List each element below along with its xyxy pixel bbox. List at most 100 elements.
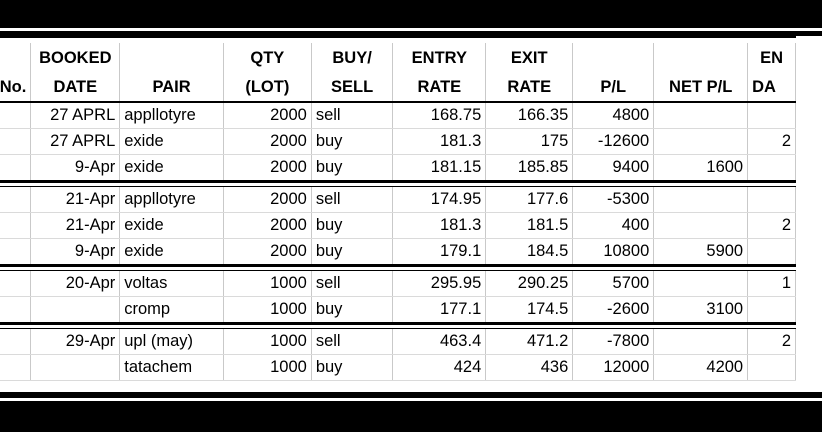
cell-extra: 2 xyxy=(747,128,796,155)
cell-extra xyxy=(747,102,796,129)
column-header: DATE xyxy=(30,73,121,103)
cell-pair: exide xyxy=(119,154,224,182)
cell-side: sell xyxy=(311,328,394,355)
group-separator xyxy=(0,322,796,329)
top-border xyxy=(0,36,796,43)
header-row-top: BOOKED QTY BUY/ENTRY EXIT EN xyxy=(0,43,796,73)
cell-extra xyxy=(747,238,796,266)
cell-qty: 2000 xyxy=(223,154,312,182)
cell-exit: 436 xyxy=(485,354,574,381)
cell-pl: -7800 xyxy=(572,328,655,355)
cell-side: sell xyxy=(311,186,394,213)
cell-date: 29-Apr xyxy=(30,328,121,355)
cell-pl: -5300 xyxy=(572,186,655,213)
cell-date: 20-Apr xyxy=(30,270,121,297)
column-header: DA xyxy=(747,73,796,103)
cell-side: buy xyxy=(311,238,394,266)
column-header-top xyxy=(0,43,32,73)
cell-side: buy xyxy=(311,354,394,381)
top-stripe xyxy=(0,28,822,31)
cell-no xyxy=(0,296,32,324)
cell-exit: 174.5 xyxy=(485,296,574,324)
cell-extra xyxy=(747,354,796,381)
table-row: 20-Apr voltas 1000 sell 295.95 290.25 5700 1 xyxy=(0,270,796,297)
cell-entry: 179.1 xyxy=(392,238,487,266)
cell-date: 21-Apr xyxy=(30,186,121,213)
cell-extra xyxy=(747,296,796,324)
cell-no xyxy=(0,270,32,297)
header-row-bottom: No. DATE PAIR (LOT) SELL RATE RATE P/L NET P/L DA xyxy=(0,73,796,103)
cell-pl: 4800 xyxy=(572,102,655,129)
cell-exit: 184.5 xyxy=(485,238,574,266)
cell-net xyxy=(653,102,749,129)
cell-pair: appllotyre xyxy=(119,186,224,213)
cell-pl: 400 xyxy=(572,212,655,239)
cell-qty: 2000 xyxy=(223,238,312,266)
spreadsheet: BOOKED QTY BUY/ENTRY EXIT EN No. DATE PAIR (LOT… xyxy=(0,36,822,392)
cell-qty: 2000 xyxy=(223,102,312,129)
cell-no xyxy=(0,186,32,213)
cell-entry: 177.1 xyxy=(392,296,487,324)
column-header-top xyxy=(572,43,655,73)
cell-side: buy xyxy=(311,128,394,155)
cell-date xyxy=(30,354,121,381)
cell-entry: 181.3 xyxy=(392,128,487,155)
table-row: 29-Apr upl (may) 1000 sell 463.4 471.2 -7800 2 xyxy=(0,328,796,355)
cell-no xyxy=(0,354,32,381)
cell-pair: exide xyxy=(119,128,224,155)
cell-extra xyxy=(747,186,796,213)
column-header: SELL xyxy=(311,73,394,103)
cell-pl: -12600 xyxy=(572,128,655,155)
table-row: 9-Apr exide 2000 buy 179.1 184.5 10800 5900 xyxy=(0,238,796,266)
cell-net xyxy=(653,212,749,239)
column-header-top xyxy=(653,43,749,73)
cell-net xyxy=(653,328,749,355)
table-row: 27 APRL appllotyre 2000 sell 168.75 166.35 480… xyxy=(0,102,796,129)
column-header: (LOT) xyxy=(223,73,312,103)
cell-entry: 463.4 xyxy=(392,328,487,355)
cell-side: buy xyxy=(311,212,394,239)
column-header: NET P/L xyxy=(653,73,749,103)
cell-extra: 1 xyxy=(747,270,796,297)
cell-exit: 471.2 xyxy=(485,328,574,355)
table-row: cromp 1000 buy 177.1 174.5 -2600 3100 xyxy=(0,296,796,324)
table-row: 27 APRL exide 2000 buy 181.3 175 -12600 2 xyxy=(0,128,796,155)
cell-date: 27 APRL xyxy=(30,128,121,155)
cell-pl: 5700 xyxy=(572,270,655,297)
cell-date: 27 APRL xyxy=(30,102,121,129)
cell-net: 5900 xyxy=(653,238,749,266)
cell-pair: appllotyre xyxy=(119,102,224,129)
table-row: 21-Apr exide 2000 buy 181.3 181.5 400 2 xyxy=(0,212,796,239)
cell-pair: upl (may) xyxy=(119,328,224,355)
table-row: tatachem 1000 buy 424 436 12000 4200 xyxy=(0,354,796,381)
table-body: 27 APRL appllotyre 2000 sell 168.75 166.35 480… xyxy=(0,102,796,381)
cell-net: 3100 xyxy=(653,296,749,324)
column-header-top: EN xyxy=(747,43,796,73)
cell-entry: 168.75 xyxy=(392,102,487,129)
column-header-top xyxy=(119,43,224,73)
cell-exit: 290.25 xyxy=(485,270,574,297)
group-separator xyxy=(0,264,796,271)
cell-side: buy xyxy=(311,154,394,182)
cell-pl: 10800 xyxy=(572,238,655,266)
cell-exit: 175 xyxy=(485,128,574,155)
trades-table: BOOKED QTY BUY/ENTRY EXIT EN No. DATE PAIR (LOT… xyxy=(0,36,796,381)
cell-exit: 177.6 xyxy=(485,186,574,213)
cell-qty: 2000 xyxy=(223,212,312,239)
cell-entry: 181.3 xyxy=(392,212,487,239)
cell-net: 1600 xyxy=(653,154,749,182)
column-header-top: QTY xyxy=(223,43,312,73)
cell-date: 9-Apr xyxy=(30,238,121,266)
cell-qty: 2000 xyxy=(223,128,312,155)
cell-qty: 2000 xyxy=(223,186,312,213)
column-header-top: EXIT xyxy=(485,43,574,73)
cell-exit: 185.85 xyxy=(485,154,574,182)
cell-no xyxy=(0,102,32,129)
cell-qty: 1000 xyxy=(223,296,312,324)
column-header: PAIR xyxy=(119,73,224,103)
cell-pair: tatachem xyxy=(119,354,224,381)
column-header: No. xyxy=(0,73,32,103)
column-header-top: BUY/ xyxy=(311,43,394,73)
cell-no xyxy=(0,128,32,155)
cell-pl: 12000 xyxy=(572,354,655,381)
